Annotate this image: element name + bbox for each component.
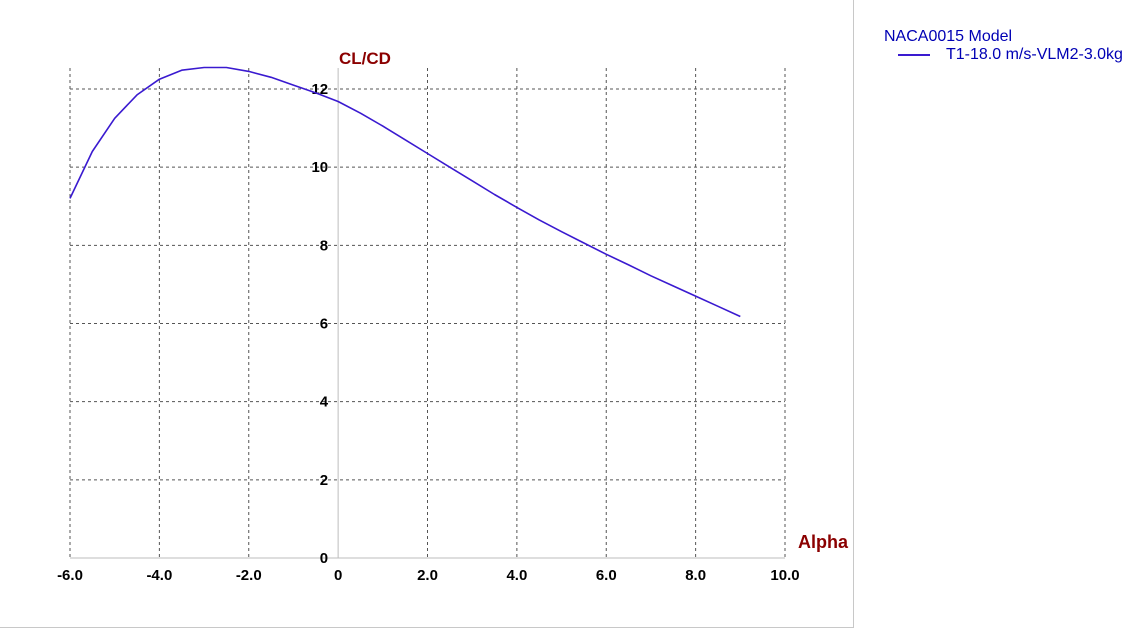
y-tick-label: 4	[320, 394, 329, 411]
cl-cd-vs-alpha-chart: -6.0 -4.0 -2.0 0 2.0 4.0 6.0 8.0 10.0 0 2 4 6 8 10 12 CL…	[57, 49, 849, 584]
x-tick-label: 2.0	[417, 567, 438, 584]
x-tick-label: 0	[334, 567, 342, 584]
y-tick-label: 12	[311, 81, 328, 98]
legend-line-swatch	[898, 54, 930, 56]
y-tick-label: 6	[320, 316, 328, 333]
series-line	[69, 66, 741, 318]
legend-entry-label: T1-18.0 m/s-VLM2-3.0kg	[946, 46, 1123, 63]
x-tick-label: 10.0	[770, 567, 799, 584]
y-tick-label: 2	[320, 472, 328, 489]
x-tick-label: -6.0	[57, 567, 83, 584]
y-tick-label: 10	[311, 159, 328, 176]
y-tick-label: 8	[320, 237, 328, 254]
legend-panel: NACA0015 Model T1-18.0 m/s-VLM2-3.0kg	[856, 0, 1140, 630]
legend-entry: T1-18.0 m/s-VLM2-3.0kg	[898, 46, 1123, 64]
x-axis-title: Alpha	[798, 532, 849, 552]
y-tick-label: 0	[320, 550, 328, 567]
x-tick-label: -4.0	[146, 567, 172, 584]
x-tick-label: 8.0	[685, 567, 706, 584]
y-axis-title: CL/CD	[339, 49, 391, 68]
x-tick-label: -2.0	[236, 567, 262, 584]
chart-panel: -6.0 -4.0 -2.0 0 2.0 4.0 6.0 8.0 10.0 0 2 4 6 8 10 12 CL…	[0, 0, 854, 628]
x-tick-label: 4.0	[506, 567, 527, 584]
x-tick-label: 6.0	[596, 567, 617, 584]
legend-title: NACA0015 Model	[884, 28, 1013, 45]
